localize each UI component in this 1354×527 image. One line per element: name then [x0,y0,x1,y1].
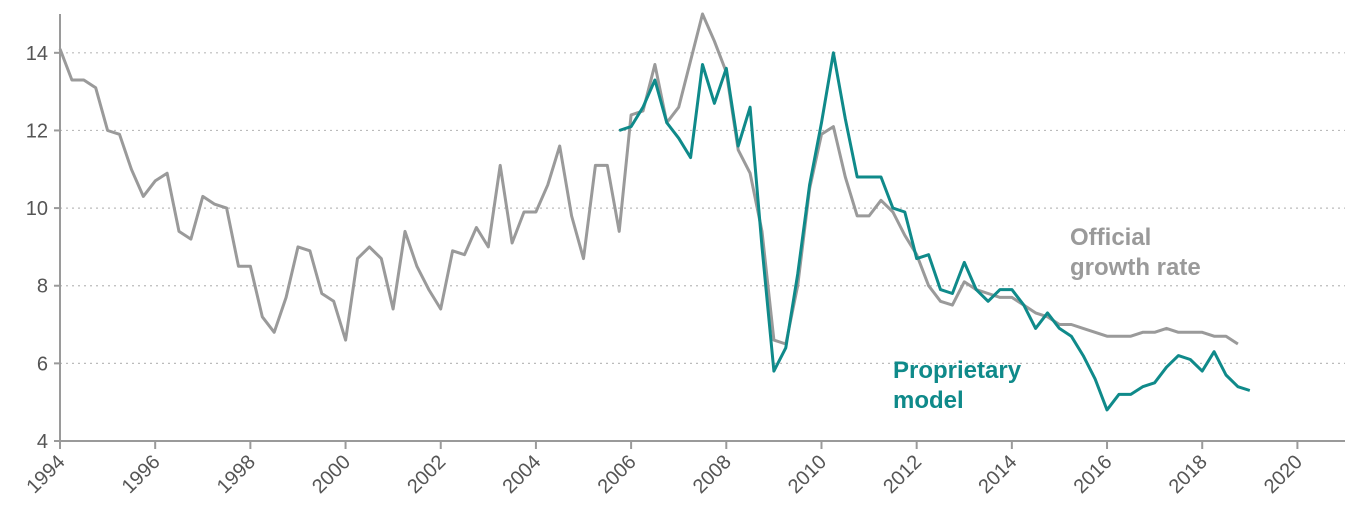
series-label: Proprietary model [893,357,1028,414]
x-tick-label: 2002 [403,451,450,498]
x-tick-label: 2008 [689,451,736,498]
y-tick-label: 14 [26,43,48,65]
x-tick-label: 2014 [974,451,1021,498]
y-tick-label: 10 [26,198,48,220]
x-tick-label: 2018 [1165,451,1212,498]
y-tick-label: 4 [37,431,48,453]
series-line [58,12,1239,346]
x-tick-label: 1998 [213,451,260,498]
series-label-line: model [893,387,964,414]
series-label-line: growth rate [1070,254,1201,281]
y-tick-label: 8 [37,276,48,298]
x-tick-label: 2020 [1260,451,1307,498]
y-tick-label: 12 [26,120,48,142]
x-tick-label: 2004 [498,451,545,498]
x-tick-label: 2016 [1070,451,1117,498]
x-tick-label: 2012 [879,451,926,498]
x-tick-label: 2006 [594,451,641,498]
x-tick-label: 2000 [308,451,355,498]
series-line [618,51,1251,412]
x-tick-label: 2010 [784,451,831,498]
x-tick-label: 1996 [118,451,165,498]
series-label-line: Official [1070,224,1158,251]
x-tick-label: 1994 [23,451,70,498]
y-tick-label: 6 [37,353,48,375]
series-label-line: Proprietary [893,357,1028,384]
series-label: Official growth rate [1070,224,1201,281]
